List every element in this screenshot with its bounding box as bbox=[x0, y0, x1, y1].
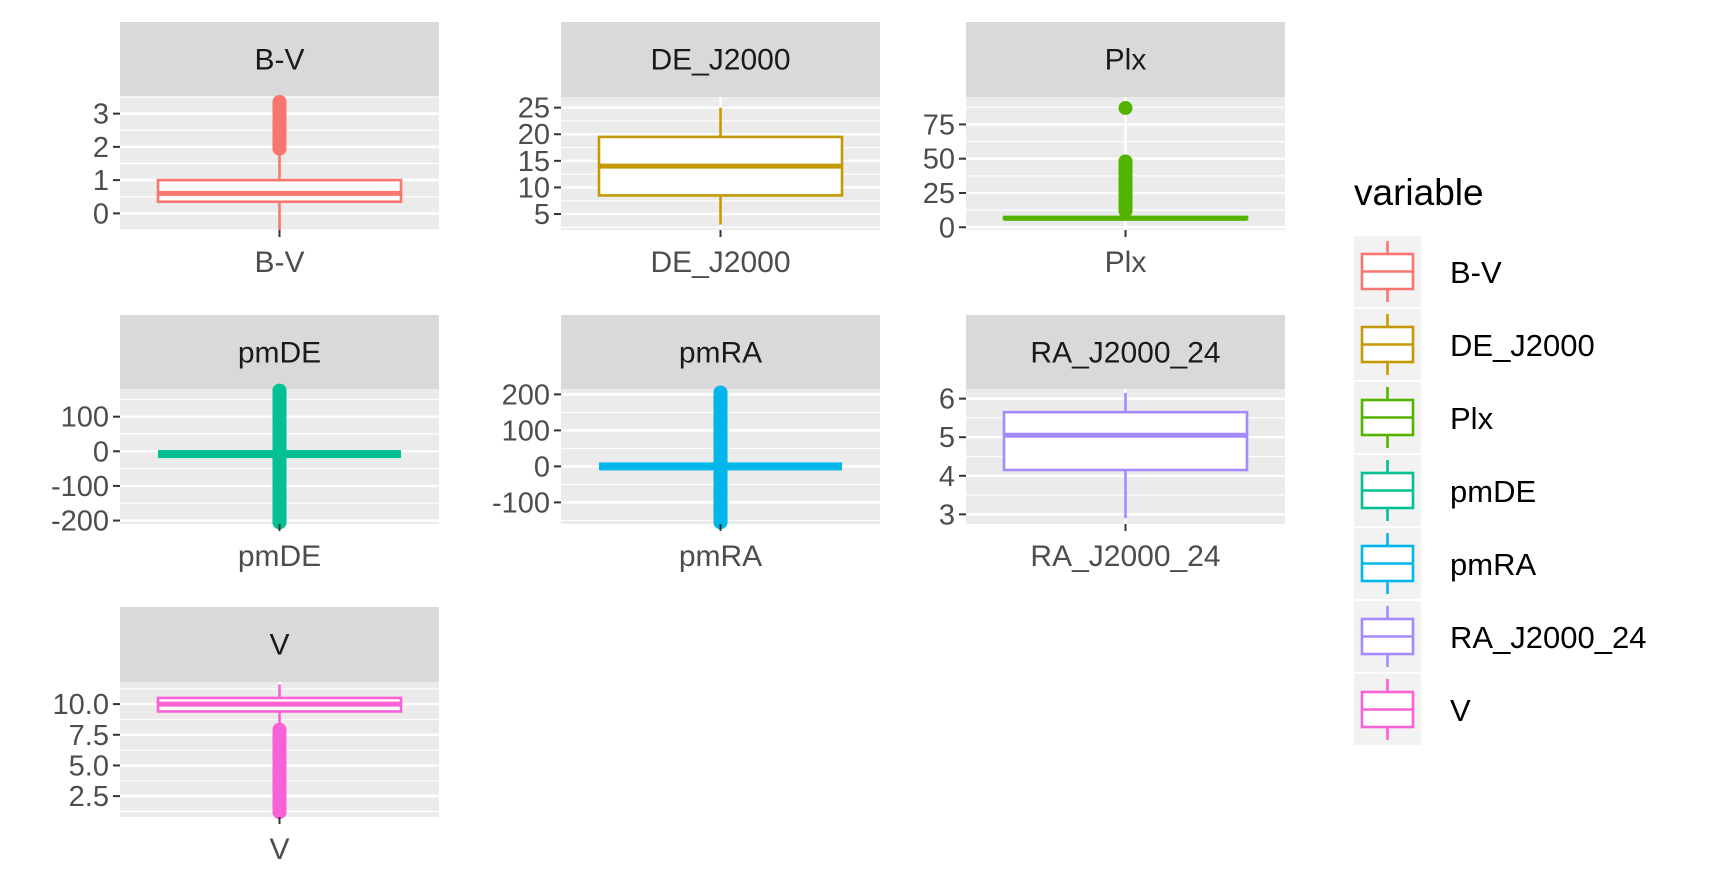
x-category-label: DE_J2000 bbox=[650, 246, 790, 279]
y-tick-label: -100 bbox=[492, 487, 550, 519]
facet-pmra: pmRA -100 0 100 200 pmRA bbox=[492, 315, 880, 573]
y-tick-label: 2 bbox=[93, 132, 109, 164]
y-tick-label: 0 bbox=[93, 436, 109, 468]
y-tick-label: 15 bbox=[518, 146, 550, 178]
legend-label: DE_J2000 bbox=[1450, 328, 1595, 363]
y-tick-label: 0 bbox=[939, 212, 955, 244]
outlier-point bbox=[1118, 100, 1133, 115]
legend-entry-pmde: pmDE bbox=[1354, 455, 1536, 526]
y-tick-label: 10.0 bbox=[53, 689, 109, 721]
y-tick-label: 5.0 bbox=[69, 750, 109, 782]
facet-v: V 2.55.07.510.0 V bbox=[53, 607, 439, 866]
y-tick-label: 10 bbox=[518, 172, 550, 204]
y-tick-label: -100 bbox=[51, 471, 109, 503]
y-tick-label: 5 bbox=[534, 199, 550, 231]
y-tick-label: 0 bbox=[93, 198, 109, 230]
x-category-label: B-V bbox=[254, 246, 304, 279]
strip-background bbox=[561, 22, 880, 97]
strip-background bbox=[120, 607, 439, 682]
y-tick-label: 3 bbox=[939, 499, 955, 531]
legend-entry-plx: Plx bbox=[1354, 382, 1494, 453]
y-tick-label: 6 bbox=[939, 384, 955, 416]
y-tick-label: 100 bbox=[502, 415, 550, 447]
strip-title: RA_J2000_24 bbox=[1030, 337, 1220, 370]
y-tick-label: 25 bbox=[923, 178, 955, 210]
legend-entry-pmra: pmRA bbox=[1354, 528, 1536, 599]
y-tick-label: 5 bbox=[939, 422, 955, 454]
strip-title: DE_J2000 bbox=[650, 44, 790, 77]
strip-title: B-V bbox=[254, 44, 304, 77]
y-tick-label: 50 bbox=[923, 144, 955, 176]
strip-background bbox=[120, 315, 439, 390]
y-tick-label: 3 bbox=[93, 99, 109, 131]
x-category-label: Plx bbox=[1105, 246, 1147, 279]
strip-background bbox=[561, 315, 880, 390]
y-tick-label: 75 bbox=[923, 109, 955, 141]
legend-entry-v: V bbox=[1354, 674, 1471, 745]
facet-ra-j2000-24: RA_J2000_24 3 4 5 6 RA_J2000_24 bbox=[939, 315, 1285, 573]
legend-label: RA_J2000_24 bbox=[1450, 620, 1647, 655]
x-category-label: pmRA bbox=[679, 540, 762, 573]
y-tick-label: 20 bbox=[518, 119, 550, 151]
legend: variable B-V DE_J2000 Plx pmDE pmRA RA_J2000_2… bbox=[1354, 172, 1647, 745]
strip-title: V bbox=[269, 629, 289, 662]
strip-title: pmRA bbox=[679, 337, 762, 370]
legend-label: pmRA bbox=[1450, 547, 1536, 582]
legend-title: variable bbox=[1354, 172, 1484, 213]
y-tick-label: 0 bbox=[534, 451, 550, 483]
strip-background bbox=[120, 22, 439, 97]
strip-background bbox=[966, 22, 1285, 97]
y-tick-label: 25 bbox=[518, 93, 550, 125]
y-tick-label: 2.5 bbox=[69, 781, 109, 813]
legend-entry-ra-j2000-24: RA_J2000_24 bbox=[1354, 601, 1647, 672]
y-tick-label: 200 bbox=[502, 379, 550, 411]
strip-title: pmDE bbox=[238, 337, 321, 370]
y-tick-label: 7.5 bbox=[69, 720, 109, 752]
legend-label: B-V bbox=[1450, 255, 1502, 290]
legend-entry-de-j2000: DE_J2000 bbox=[1354, 309, 1595, 380]
strip-background bbox=[966, 315, 1285, 390]
x-category-label: RA_J2000_24 bbox=[1030, 540, 1220, 573]
legend-label: pmDE bbox=[1450, 474, 1536, 509]
x-category-label: V bbox=[269, 833, 289, 866]
x-category-label: pmDE bbox=[238, 540, 321, 573]
y-tick-label: 100 bbox=[61, 402, 109, 434]
box-iqr bbox=[1002, 410, 1249, 472]
y-tick-label: -200 bbox=[51, 506, 109, 538]
y-tick-label: 4 bbox=[939, 461, 955, 493]
facet-panels: B-V0123B-VDE_J2000510152025DE_J2000Plx02… bbox=[51, 22, 1285, 866]
legend-entry-b-v: B-V bbox=[1354, 236, 1502, 307]
legend-label: Plx bbox=[1450, 401, 1494, 436]
y-tick-label: 1 bbox=[93, 165, 109, 197]
legend-label: V bbox=[1450, 693, 1471, 728]
strip-title: Plx bbox=[1105, 44, 1147, 77]
